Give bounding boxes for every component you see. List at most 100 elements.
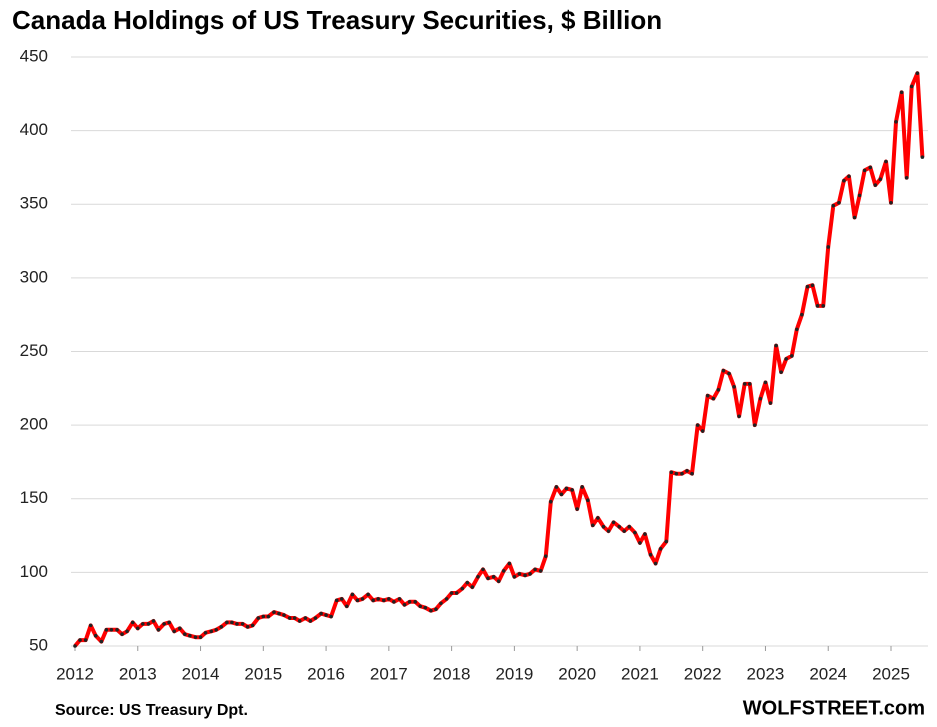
data-point bbox=[162, 622, 166, 626]
data-point bbox=[826, 245, 831, 249]
data-point bbox=[287, 616, 292, 620]
data-point bbox=[857, 193, 862, 198]
data-point bbox=[517, 572, 522, 576]
data-point bbox=[230, 620, 234, 625]
data-point bbox=[523, 573, 527, 578]
x-tick-label: 2016 bbox=[307, 664, 345, 683]
data-point bbox=[188, 633, 192, 638]
data-point bbox=[355, 598, 360, 603]
data-point bbox=[821, 304, 826, 308]
data-point bbox=[88, 623, 93, 628]
data-point bbox=[115, 628, 119, 632]
data-point bbox=[376, 597, 380, 601]
data-point bbox=[130, 620, 135, 625]
data-point bbox=[324, 613, 328, 617]
data-point bbox=[73, 644, 77, 648]
data-point bbox=[847, 174, 851, 179]
data-point bbox=[156, 628, 161, 632]
data-point bbox=[810, 283, 815, 288]
data-point bbox=[711, 396, 716, 401]
data-point bbox=[214, 628, 219, 632]
x-tick-label: 2018 bbox=[433, 664, 471, 683]
data-point bbox=[418, 604, 423, 609]
data-point bbox=[915, 71, 920, 75]
data-point bbox=[878, 177, 883, 182]
data-point bbox=[297, 619, 302, 623]
data-point bbox=[491, 574, 496, 579]
data-point bbox=[747, 382, 752, 386]
data-point bbox=[209, 629, 214, 634]
data-point bbox=[548, 499, 553, 504]
data-point bbox=[664, 539, 669, 544]
data-point bbox=[805, 284, 810, 289]
data-point bbox=[83, 638, 88, 642]
data-point bbox=[277, 611, 281, 616]
data-point bbox=[591, 523, 595, 528]
data-point bbox=[564, 486, 569, 491]
data-point bbox=[512, 574, 517, 579]
data-point bbox=[366, 592, 370, 597]
data-point bbox=[815, 304, 820, 308]
data-point bbox=[135, 626, 140, 631]
data-point bbox=[680, 471, 684, 476]
data-point bbox=[658, 547, 663, 551]
data-point bbox=[842, 178, 846, 183]
data-point bbox=[611, 520, 616, 525]
data-point bbox=[643, 532, 647, 536]
data-point bbox=[193, 635, 198, 639]
data-point bbox=[198, 635, 203, 639]
data-point bbox=[852, 215, 857, 220]
data-point bbox=[225, 620, 229, 625]
data-point bbox=[889, 200, 893, 205]
data-point bbox=[486, 576, 490, 581]
data-point bbox=[245, 625, 250, 629]
data-point bbox=[920, 155, 925, 159]
data-point bbox=[868, 165, 873, 170]
x-tick-label: 2017 bbox=[370, 664, 408, 683]
x-tick-label: 2025 bbox=[872, 664, 910, 683]
y-tick-label: 400 bbox=[20, 120, 48, 139]
x-tick-label: 2014 bbox=[182, 664, 220, 683]
data-point bbox=[125, 629, 129, 634]
x-tick-label: 2019 bbox=[495, 664, 533, 683]
data-point bbox=[768, 401, 773, 405]
data-point bbox=[638, 541, 642, 545]
data-point bbox=[570, 488, 574, 492]
data-point bbox=[319, 611, 323, 616]
data-point bbox=[334, 598, 339, 603]
data-point bbox=[439, 601, 443, 606]
data-point bbox=[413, 600, 418, 604]
data-point bbox=[350, 592, 355, 597]
data-point bbox=[873, 183, 878, 187]
x-tick-label: 2020 bbox=[558, 664, 596, 683]
data-point bbox=[705, 393, 710, 398]
data-point bbox=[444, 597, 449, 601]
data-point bbox=[339, 597, 344, 601]
data-point bbox=[716, 387, 721, 392]
y-tick-label: 150 bbox=[20, 488, 48, 507]
data-point bbox=[434, 607, 438, 611]
data-point bbox=[460, 586, 465, 591]
data-point bbox=[172, 629, 176, 634]
data-point bbox=[894, 119, 898, 124]
data-point bbox=[695, 423, 700, 427]
data-point bbox=[580, 485, 584, 489]
data-point bbox=[779, 370, 783, 374]
data-point bbox=[752, 423, 757, 427]
data-point bbox=[308, 619, 313, 623]
data-point bbox=[606, 529, 611, 533]
data-point bbox=[763, 380, 768, 385]
y-tick-label: 450 bbox=[20, 46, 48, 65]
data-point bbox=[465, 580, 470, 585]
data-point bbox=[721, 368, 726, 373]
data-point bbox=[261, 614, 266, 619]
data-point bbox=[862, 168, 867, 173]
data-point bbox=[99, 639, 104, 644]
data-point bbox=[167, 620, 171, 625]
data-point bbox=[250, 623, 255, 628]
data-point bbox=[617, 524, 622, 529]
data-point bbox=[727, 371, 731, 376]
y-tick-label: 300 bbox=[20, 267, 48, 286]
data-point bbox=[496, 579, 501, 584]
data-point bbox=[303, 616, 308, 620]
